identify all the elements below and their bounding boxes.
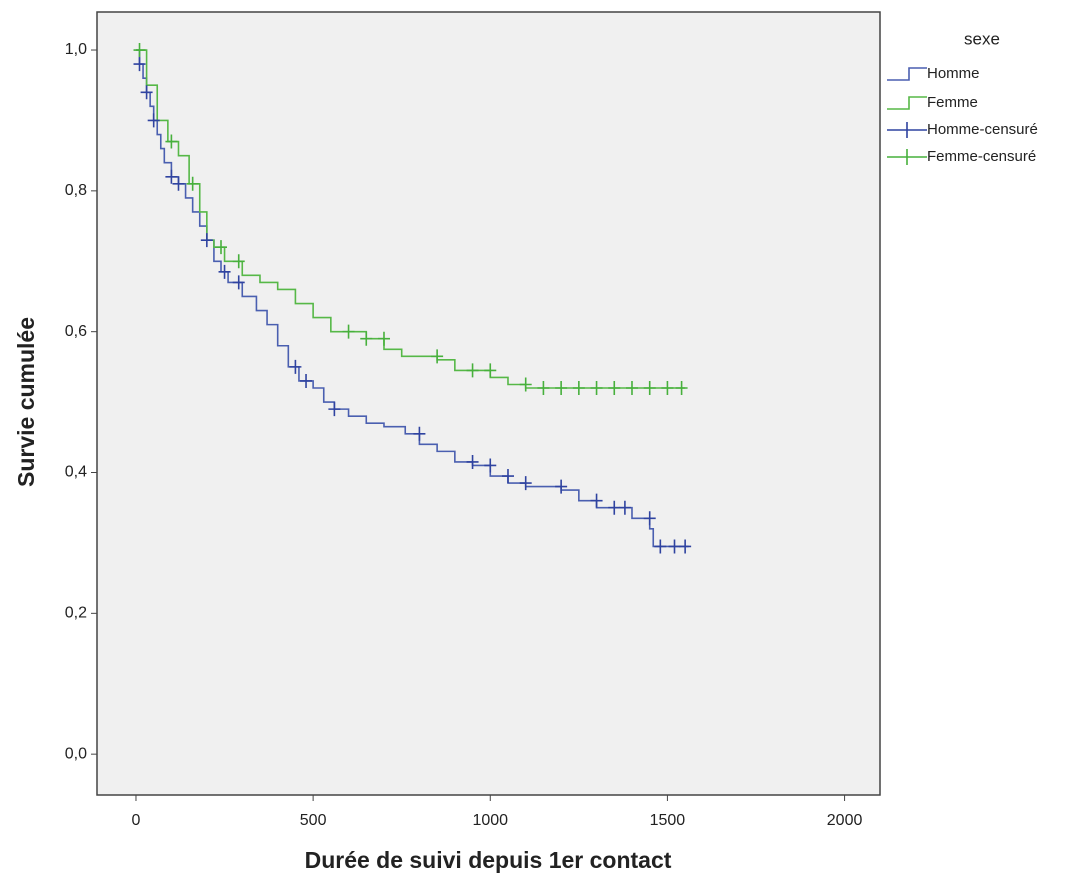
censor-mark <box>289 359 302 374</box>
censor-mark <box>431 349 444 364</box>
censor-mark <box>328 402 341 417</box>
censor-mark <box>643 511 656 526</box>
censor-mark <box>133 57 146 72</box>
censor-mark <box>572 381 585 396</box>
legend-label: Femme <box>927 94 978 111</box>
censor-mark <box>172 176 185 191</box>
censor-mark <box>360 331 373 346</box>
y-tick-label: 0,0 <box>65 745 87 762</box>
censor-mark <box>200 233 213 248</box>
censor-mark <box>537 381 550 396</box>
censor-mark <box>165 134 178 149</box>
censor-mark <box>675 381 688 396</box>
x-tick-label: 1500 <box>650 812 686 829</box>
legend-title: sexe <box>964 29 1000 48</box>
censor-mark <box>147 113 160 128</box>
y-tick-label: 0,2 <box>65 605 87 622</box>
censor-mark <box>466 363 479 378</box>
censor-mark <box>679 539 692 554</box>
censor-mark <box>232 275 245 290</box>
censor-mark <box>668 539 681 554</box>
y-tick-label: 1,0 <box>65 41 87 58</box>
censor-mark <box>215 240 228 255</box>
censor-mark <box>643 381 656 396</box>
x-tick-label: 500 <box>300 812 327 829</box>
censor-mark <box>232 254 245 269</box>
plot-area <box>96 11 881 796</box>
censor-mark <box>466 454 479 469</box>
censor-mark <box>519 377 532 392</box>
y-axis-label: Survie cumulée <box>13 317 39 487</box>
y-tick-label: 0,4 <box>65 464 87 481</box>
censor-mark <box>625 381 638 396</box>
censor-mark <box>618 500 631 515</box>
legend-label: Homme <box>927 65 980 82</box>
censor-mark <box>300 373 313 388</box>
censor-mark <box>133 43 146 58</box>
x-tick-label: 2000 <box>827 812 863 829</box>
legend-label: Femme-censuré <box>927 148 1036 165</box>
censor-mark <box>590 381 603 396</box>
censor-mark <box>484 458 497 473</box>
censor-mark <box>413 426 426 441</box>
censor-mark <box>661 381 674 396</box>
censor-mark <box>501 469 514 484</box>
censor-mark <box>377 331 390 346</box>
survival-line <box>135 49 689 548</box>
legend-symbol <box>887 149 927 165</box>
x-tick-label: 1000 <box>472 812 508 829</box>
censor-mark <box>590 493 603 508</box>
censor-mark <box>555 381 568 396</box>
x-axis-label: Durée de suivi depuis 1er contact <box>305 847 672 873</box>
censor-mark <box>608 381 621 396</box>
censor-mark <box>218 264 231 279</box>
censor-mark <box>519 476 532 491</box>
censor-mark <box>186 176 199 191</box>
censor-mark <box>555 479 568 494</box>
censor-mark <box>140 85 153 100</box>
legend-symbol <box>887 96 927 110</box>
y-tick-label: 0,8 <box>65 182 87 199</box>
censor-mark <box>608 500 621 515</box>
censor-mark <box>165 169 178 184</box>
legend-label: Homme-censuré <box>927 121 1038 138</box>
y-tick-label: 0,6 <box>65 323 87 340</box>
censor-mark <box>484 363 497 378</box>
legend-symbol <box>887 122 927 138</box>
survival-line <box>135 49 686 389</box>
censor-mark <box>342 324 355 339</box>
censor-mark <box>654 539 667 554</box>
x-tick-label: 0 <box>132 812 141 829</box>
legend-symbol <box>887 67 927 81</box>
